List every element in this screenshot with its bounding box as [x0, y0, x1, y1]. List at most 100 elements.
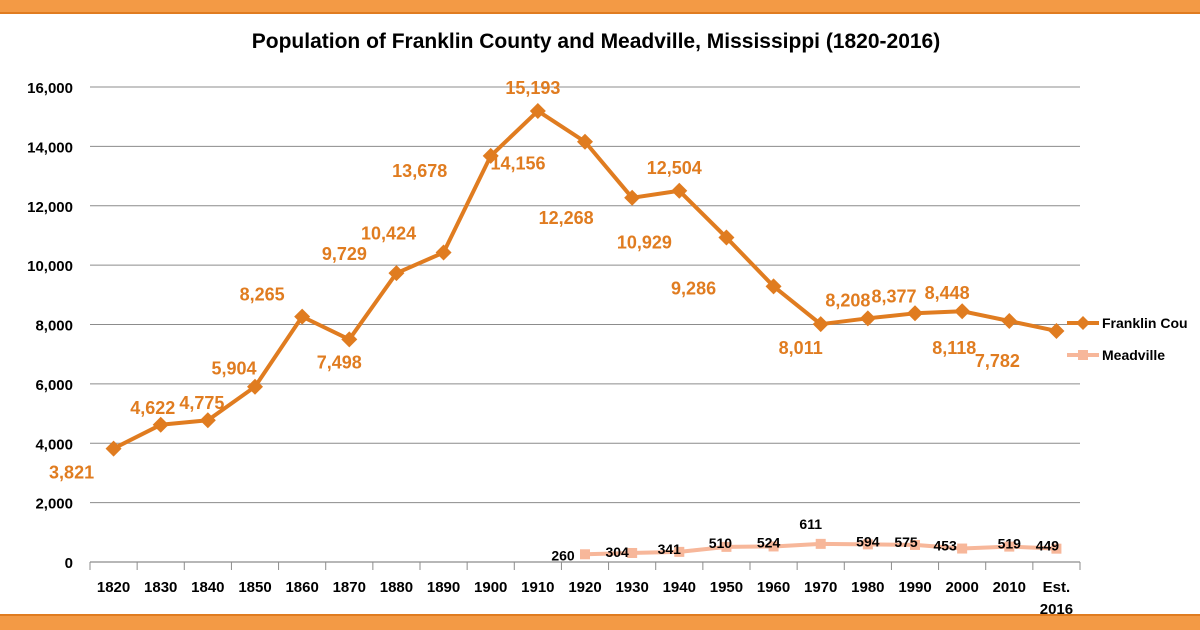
data-point-marker — [721, 541, 732, 552]
data-point-marker — [577, 133, 593, 150]
legend-label: Meadville — [1102, 347, 1165, 363]
data-point-marker — [627, 547, 638, 558]
x-tick-label: 2000 — [945, 579, 978, 596]
franklin-data-label: 8,208 — [825, 290, 870, 310]
franklin-data-label: 4,775 — [179, 393, 224, 413]
y-tick-label: 4,000 — [35, 436, 73, 453]
x-tick-label: 1910 — [521, 579, 554, 596]
data-point-marker — [435, 244, 452, 261]
x-tick-label: 1980 — [851, 579, 884, 596]
data-point-marker — [105, 440, 122, 457]
data-point-marker — [1004, 541, 1015, 552]
franklin-data-label: 12,268 — [539, 208, 594, 228]
data-point-marker — [718, 229, 735, 246]
y-tick-label: 2,000 — [35, 496, 73, 513]
franklin-data-label: 14,156 — [490, 154, 545, 174]
data-point-marker — [482, 147, 499, 164]
series-line-franklin-county — [112, 108, 1057, 451]
franklin-data-label: 8,011 — [779, 338, 823, 358]
y-tick-label: 6,000 — [35, 377, 73, 394]
x-tick-label: Est. 2016 — [1040, 579, 1073, 618]
data-labels: 3,821 4,622 4,775 5,904 8,265 7,498 9,72910,42… — [49, 78, 1059, 563]
bottom-accent-line — [0, 614, 1200, 616]
top-accent-band — [0, 0, 1200, 12]
franklin-data-label: 13,678 — [392, 161, 447, 181]
y-tick-label: 14,000 — [27, 139, 73, 156]
meadville-data-label: 341 — [658, 541, 682, 557]
data-point-marker — [957, 543, 968, 554]
legend-marker — [1078, 350, 1088, 360]
data-point-marker — [907, 305, 923, 322]
x-tick-label: 1880 — [380, 579, 413, 596]
data-point-marker — [199, 412, 216, 429]
data-point-marker — [580, 549, 590, 560]
meadville-data-label: 260 — [551, 547, 575, 563]
data-point-marker — [529, 102, 546, 119]
meadville-data-label: 304 — [605, 544, 629, 560]
x-tick-label: 1920 — [568, 579, 601, 596]
chart-title: Population of Franklin County and Meadvi… — [252, 30, 940, 53]
data-point-marker — [294, 308, 311, 325]
x-tick-label: 1820 — [97, 579, 130, 596]
x-tick-label: 1900 — [474, 579, 507, 596]
axes: 0 2,000 4,000 6,000 8,000 10,000 12,000 14,000 1… — [27, 80, 1081, 618]
y-tick-label: 16,000 — [27, 80, 73, 97]
franklin-data-label: 8,118 — [932, 338, 976, 358]
meadville-data-label: 575 — [894, 534, 918, 550]
x-tick-label: 1950 — [710, 579, 743, 596]
x-tick-label: 1940 — [663, 579, 696, 596]
franklin-data-label: 8,448 — [925, 283, 970, 303]
bottom-accent-band — [0, 616, 1200, 630]
data-point-marker — [910, 539, 920, 550]
franklin-data-label: 15,193 — [505, 78, 560, 98]
series — [105, 102, 1065, 560]
y-tick-label: 0 — [65, 555, 73, 572]
meadville-data-label: 611 — [799, 516, 822, 532]
data-point-marker — [1048, 322, 1065, 339]
data-point-marker — [1001, 312, 1018, 329]
data-point-marker — [624, 189, 641, 206]
franklin-data-label: 8,377 — [871, 286, 916, 306]
x-tick-label: 1990 — [898, 579, 931, 596]
data-point-marker — [812, 316, 829, 333]
data-point-marker — [671, 182, 688, 199]
y-tick-label: 8,000 — [35, 318, 73, 335]
top-accent-line — [0, 12, 1200, 14]
x-tick-label: 1890 — [427, 579, 460, 596]
x-tick-label: 1840 — [191, 579, 224, 596]
franklin-data-label: 5,904 — [211, 359, 256, 379]
data-point-marker — [247, 378, 263, 395]
data-point-marker — [954, 303, 971, 320]
x-tick-label: 1830 — [144, 579, 177, 596]
franklin-data-label: 7,782 — [975, 351, 1020, 371]
meadville-data-label: 524 — [757, 534, 781, 550]
legend-marker — [1076, 316, 1090, 330]
meadville-data-label: 519 — [998, 536, 1022, 552]
data-point-marker — [388, 265, 405, 282]
legend-label: Franklin Cou — [1102, 315, 1188, 331]
franklin-data-label: 10,424 — [361, 224, 416, 244]
meadville-data-label: 453 — [933, 538, 957, 554]
meadville-data-label: 449 — [1036, 538, 1060, 554]
meadville-data-label: 594 — [856, 533, 880, 549]
x-tick-label: 1930 — [615, 579, 648, 596]
franklin-data-label: 4,622 — [130, 398, 175, 418]
x-tick-label: 1960 — [757, 579, 790, 596]
data-point-marker — [765, 278, 782, 295]
franklin-data-label: 3,821 — [49, 463, 94, 483]
data-point-marker — [862, 539, 873, 550]
x-tick-label: 1860 — [285, 579, 318, 596]
data-point-marker — [1051, 543, 1062, 554]
x-tick-label: 1850 — [238, 579, 271, 596]
franklin-data-label: 8,265 — [240, 285, 285, 305]
data-point-marker — [815, 538, 826, 549]
y-tick-label: 12,000 — [27, 199, 73, 216]
data-point-marker — [341, 331, 358, 348]
franklin-data-label: 12,504 — [647, 158, 702, 178]
legend: Franklin Cou Meadville — [1067, 315, 1188, 363]
data-point-marker — [674, 546, 685, 557]
meadville-data-label: 510 — [709, 535, 733, 551]
data-point-marker — [768, 541, 779, 552]
x-tick-label: 2010 — [993, 579, 1026, 596]
